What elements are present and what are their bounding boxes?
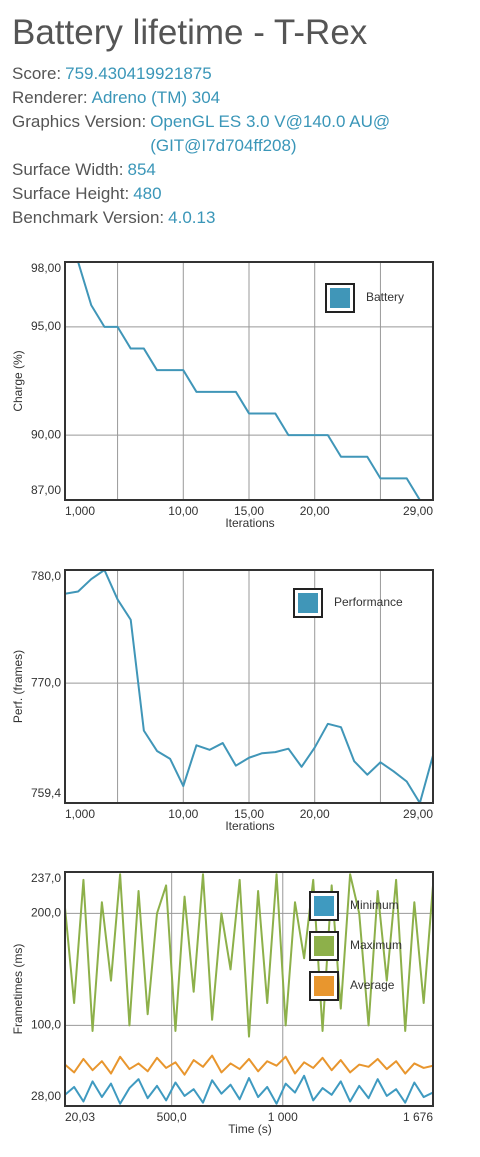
x-tick-label: 15,00 (234, 504, 264, 518)
legend-swatch (314, 936, 334, 956)
legend-swatch (330, 288, 350, 308)
y-tick-label: 100,0 (31, 1018, 61, 1032)
info-row: Renderer: Adreno (TM) 304 (12, 86, 472, 110)
plot-frame (64, 871, 434, 1107)
y-tick-label: 90,00 (31, 427, 61, 441)
info-row: Surface Height: 480 (12, 182, 472, 206)
x-axis-label: Time (s) (228, 1122, 272, 1136)
x-tick-label: 1 676 (403, 1110, 433, 1124)
info-value: 480 (133, 184, 162, 203)
info-row: Surface Width: 854 (12, 158, 472, 182)
legend-swatch (314, 896, 334, 916)
x-tick-label: 10,00 (168, 807, 198, 821)
chart: 759,4 770,0 780,0 1,000 10,00 15,00 20,00 29,00… (11, 569, 434, 833)
series-group (65, 570, 433, 803)
title: Battery lifetime - T-Rex (12, 13, 368, 52)
legend-swatch (298, 593, 318, 613)
legend-label: Performance (334, 595, 403, 609)
y-tick-label: 87,00 (31, 483, 61, 497)
y-axis-label: Perf. (frames) (11, 650, 25, 723)
info-row: Graphics Version: OpenGL ES 3.0 V@140.0 A… (12, 110, 472, 158)
line (77, 262, 433, 500)
info-value: 854 (127, 160, 156, 179)
info-label: Renderer: (12, 88, 88, 107)
plot-frame (64, 261, 434, 501)
x-tick-label: 29,00 (403, 504, 433, 518)
info-label: Benchmark Version: (12, 208, 165, 227)
x-tick-label: 15,00 (234, 807, 264, 821)
plot-frame (64, 569, 434, 804)
x-tick-label: 500,0 (157, 1110, 187, 1124)
y-axis-label: Charge (%) (11, 350, 25, 411)
legend-label: Battery (366, 290, 404, 304)
x-tick-label: 1,000 (65, 504, 95, 518)
info-label: Surface Width: (12, 160, 124, 179)
y-tick-label: 28,00 (31, 1089, 61, 1103)
info-value: 759.430419921875 (65, 64, 212, 83)
x-tick-label: 10,00 (168, 504, 198, 518)
x-tick-label: 1,000 (65, 807, 95, 821)
y-tick-label: 759,4 (31, 786, 61, 800)
x-axis-label: Iterations (225, 516, 274, 530)
line (65, 570, 433, 803)
line (65, 1054, 433, 1076)
y-tick-label: 770,0 (31, 675, 61, 689)
legend-label: Maximum (350, 938, 402, 952)
info-label: Graphics Version: (12, 112, 147, 131)
y-axis-label: Frametimes (ms) (11, 944, 25, 1035)
chart: 28,00 100,0 200,0 237,0 20,03 500,0 1 000 1 676… (11, 871, 434, 1136)
x-tick-label: 20,00 (300, 504, 330, 518)
line (65, 873, 433, 1038)
info-value: OpenGL ES 3.0 V@140.0 AU@ (GIT@I7d704ff2… (150, 112, 391, 155)
x-tick-label: 29,00 (403, 807, 433, 821)
series-group (77, 262, 433, 500)
y-tick-label: 95,00 (31, 319, 61, 333)
info-row: Benchmark Version: 4.0.13 (12, 206, 472, 230)
y-tick-label: 237,0 (31, 871, 61, 885)
info-rows: Score: 759.430419921875 Renderer: Adreno (T… (12, 62, 472, 230)
series-group (65, 873, 433, 1105)
line (65, 1074, 433, 1105)
info-row: Score: 759.430419921875 (12, 62, 472, 86)
x-tick-label: 20,00 (300, 807, 330, 821)
x-axis-label: Iterations (225, 819, 274, 833)
legend-swatch (314, 976, 334, 996)
header: Battery lifetime - T-Rex Score: 759.43041… (12, 10, 472, 230)
y-tick-label: 780,0 (31, 569, 61, 583)
info-value: 4.0.13 (168, 208, 216, 227)
legend-label: Average (350, 978, 395, 992)
legend-label: Minimum (350, 898, 399, 912)
y-tick-label: 98,00 (31, 261, 61, 275)
info-label: Surface Height: (12, 184, 130, 203)
chart: 87,00 90,00 95,00 98,00 1,000 10,00 15,00 20,00… (11, 261, 434, 530)
x-tick-label: 20,03 (65, 1110, 95, 1124)
info-label: Score: (12, 64, 62, 83)
info-value: Adreno (TM) 304 (91, 88, 221, 107)
x-tick-label: 1 000 (268, 1110, 298, 1124)
y-tick-label: 200,0 (31, 906, 61, 920)
